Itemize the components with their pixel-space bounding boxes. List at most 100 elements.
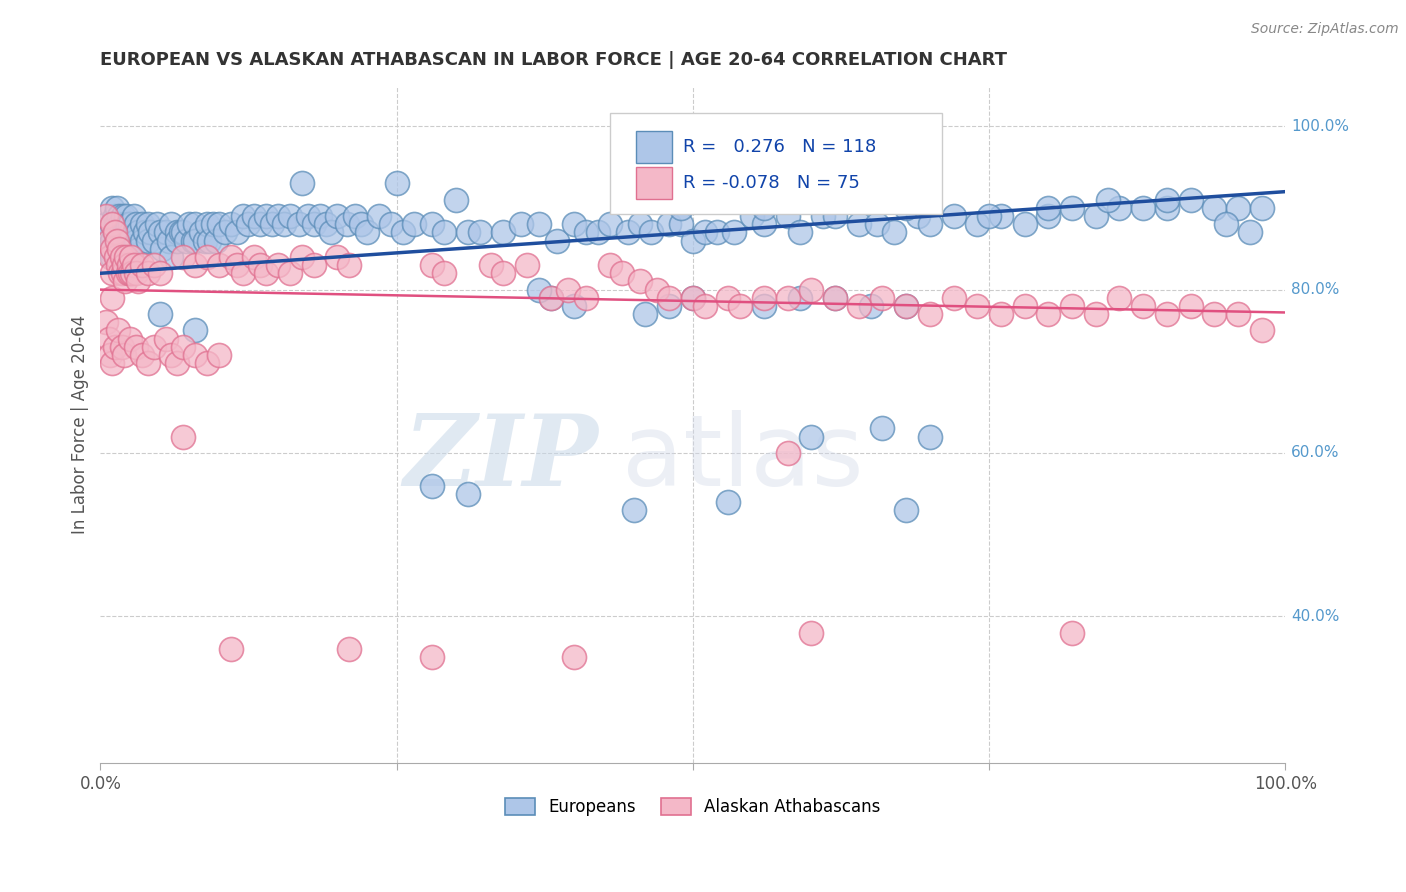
Point (557, 283, 579, 297)
Point (111, 266, 134, 280)
Point (120, 250, 142, 264)
Point (682, 291, 704, 305)
Point (136, 266, 159, 280)
Point (1038, 201, 1060, 215)
Point (103, 209, 125, 223)
Point (894, 503, 917, 517)
Point (1250, 323, 1272, 337)
Point (125, 340, 148, 354)
Point (918, 307, 941, 321)
Point (824, 193, 846, 207)
Point (894, 201, 917, 215)
Point (586, 226, 609, 240)
Point (1204, 307, 1226, 321)
Point (337, 641, 360, 656)
Point (693, 299, 716, 313)
Point (717, 291, 740, 305)
Point (540, 291, 562, 305)
Point (96, 217, 118, 231)
Point (115, 250, 138, 264)
Point (117, 217, 139, 231)
Point (918, 429, 941, 443)
Point (254, 209, 277, 223)
Point (118, 332, 141, 346)
Point (243, 250, 266, 264)
Point (114, 275, 136, 289)
Point (337, 258, 360, 272)
Point (380, 217, 402, 231)
Point (883, 226, 905, 240)
Point (105, 201, 128, 215)
Point (101, 356, 124, 370)
Point (142, 340, 165, 354)
Point (752, 299, 775, 313)
Point (103, 226, 125, 240)
Point (149, 307, 172, 321)
Point (321, 226, 343, 240)
Point (1156, 201, 1178, 215)
Point (96, 315, 118, 329)
Point (623, 503, 645, 517)
Point (302, 258, 325, 272)
Point (647, 283, 669, 297)
Point (111, 340, 134, 354)
Point (800, 625, 823, 640)
Point (966, 217, 988, 231)
Point (142, 258, 165, 272)
Point (249, 217, 271, 231)
Point (918, 217, 941, 231)
Point (977, 209, 1000, 223)
Point (1084, 307, 1107, 321)
Point (105, 217, 128, 231)
Point (404, 217, 426, 231)
Point (107, 226, 129, 240)
Point (990, 307, 1012, 321)
Point (1038, 209, 1060, 223)
Point (706, 226, 728, 240)
Point (859, 299, 882, 313)
Point (108, 226, 131, 240)
Point (243, 209, 266, 223)
Point (776, 209, 799, 223)
Point (634, 307, 657, 321)
Point (326, 250, 349, 264)
Point (115, 226, 138, 240)
Point (682, 234, 704, 248)
Point (198, 234, 221, 248)
Point (457, 226, 479, 240)
Point (101, 217, 124, 231)
Point (232, 209, 254, 223)
Point (101, 250, 124, 264)
Point (433, 266, 456, 280)
Point (97, 242, 120, 256)
Point (336, 217, 359, 231)
Point (658, 291, 681, 305)
Point (752, 201, 775, 215)
Point (184, 234, 207, 248)
Point (315, 217, 337, 231)
Point (219, 250, 242, 264)
Point (302, 217, 325, 231)
Point (1060, 625, 1083, 640)
Point (990, 209, 1012, 223)
Point (128, 242, 150, 256)
Point (112, 258, 135, 272)
Point (628, 275, 651, 289)
Point (201, 217, 224, 231)
Point (824, 291, 846, 305)
Point (131, 258, 153, 272)
Point (813, 209, 835, 223)
Text: atlas: atlas (621, 409, 863, 507)
Point (297, 209, 319, 223)
Point (1060, 201, 1083, 215)
Point (160, 217, 183, 231)
Point (110, 266, 132, 280)
Point (98, 250, 121, 264)
Point (1084, 209, 1107, 223)
Point (238, 217, 260, 231)
Point (693, 226, 716, 240)
Point (391, 226, 413, 240)
Point (157, 234, 180, 248)
Y-axis label: In Labor Force | Age 20-64: In Labor Force | Age 20-64 (72, 315, 89, 534)
Legend: Europeans, Alaskan Athabascans: Europeans, Alaskan Athabascans (498, 791, 887, 822)
